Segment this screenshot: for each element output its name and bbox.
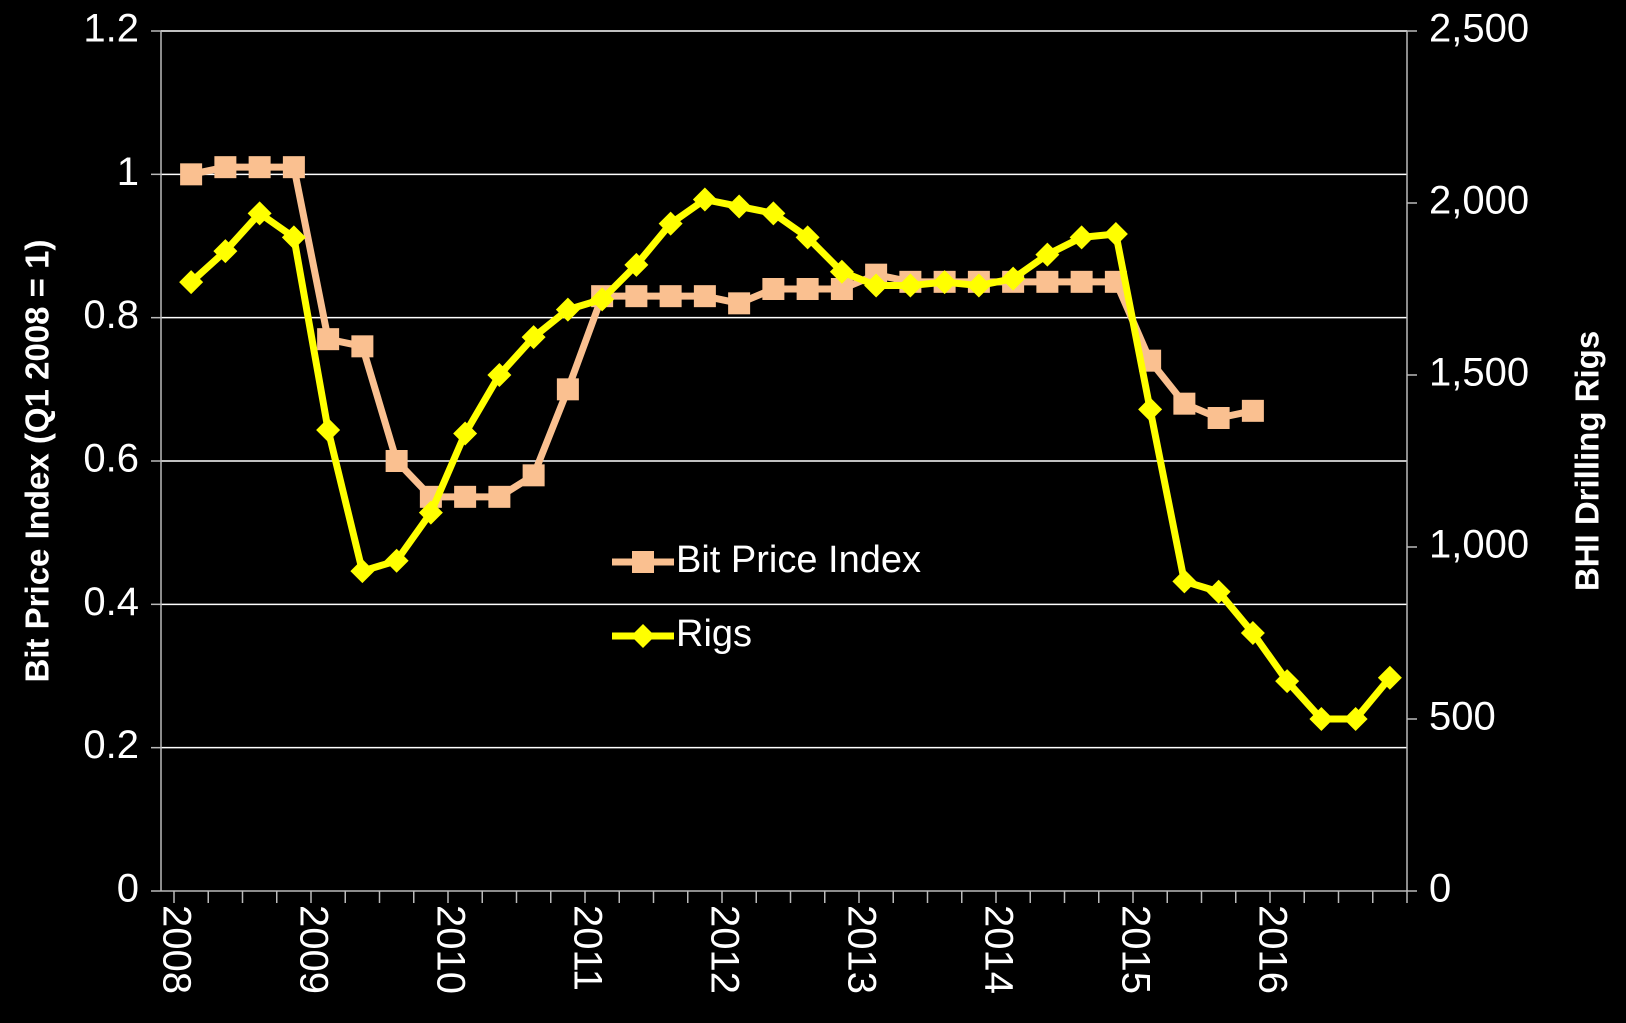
- data-point: [1138, 397, 1163, 422]
- y2-tick-label: 2,500: [1429, 7, 1529, 51]
- y-tick-label: 0.4: [83, 580, 139, 624]
- data-point: [1172, 569, 1197, 594]
- data-point: [248, 156, 271, 179]
- y-tick-label: 0: [117, 867, 139, 911]
- data-point: [282, 156, 305, 179]
- data-point: [317, 328, 340, 351]
- data-point: [624, 252, 649, 277]
- data-point: [1103, 221, 1128, 246]
- data-point: [1241, 399, 1264, 422]
- data-point: [453, 421, 478, 446]
- y-tick-label: 0.6: [83, 437, 139, 481]
- legend-swatch-marker: [631, 624, 655, 648]
- data-point: [1377, 665, 1402, 690]
- data-point: [1343, 707, 1368, 731]
- data-point: [1207, 407, 1230, 429]
- data-point: [213, 239, 238, 264]
- data-point: [692, 187, 717, 212]
- data-point: [762, 278, 785, 300]
- data-point: [864, 273, 889, 298]
- y2-tick-label: 2,000: [1429, 179, 1529, 223]
- data-point: [418, 500, 443, 525]
- data-point: [1069, 225, 1094, 250]
- data-point: [1070, 270, 1093, 293]
- y-tick-label: 0.8: [83, 293, 139, 337]
- data-point: [214, 156, 237, 179]
- data-point: [1206, 579, 1231, 604]
- data-point: [966, 273, 991, 298]
- x-tick-label: 2012: [702, 905, 746, 994]
- y-axis-title: Bit Price Index (Q1 2008 = 1): [19, 240, 56, 683]
- data-point: [180, 163, 203, 186]
- data-point: [898, 273, 923, 298]
- data-point: [556, 378, 579, 401]
- x-tick-label: 2010: [428, 905, 472, 994]
- data-point: [796, 278, 819, 300]
- data-point: [487, 363, 512, 387]
- data-point: [658, 211, 683, 236]
- data-point: [522, 464, 545, 487]
- data-point: [555, 297, 580, 322]
- x-tick-label: 2008: [154, 905, 198, 994]
- y2-tick-label: 1,500: [1429, 351, 1529, 395]
- data-point: [1309, 707, 1334, 731]
- data-point: [521, 325, 546, 350]
- y2-tick-label: 1,000: [1429, 523, 1529, 567]
- y2-tick-label: 0: [1429, 867, 1451, 911]
- x-tick-label: 2015: [1113, 905, 1157, 994]
- data-point: [384, 548, 409, 573]
- data-point: [1036, 270, 1059, 293]
- x-tick-label: 2016: [1250, 905, 1294, 994]
- data-point: [316, 418, 341, 443]
- data-point: [350, 559, 375, 584]
- data-point: [247, 201, 272, 226]
- data-point: [932, 270, 957, 295]
- data-point: [1035, 242, 1060, 267]
- legend-label: Rigs: [676, 613, 752, 655]
- x-tick-label: 2013: [839, 905, 883, 994]
- legend-swatch-marker: [632, 551, 654, 573]
- x-tick-label: 2009: [291, 905, 335, 994]
- data-point: [727, 194, 752, 219]
- data-point: [829, 259, 854, 284]
- data-point: [1173, 392, 1196, 415]
- data-point: [659, 285, 682, 308]
- y-tick-label: 1: [117, 150, 139, 194]
- data-point: [830, 278, 853, 300]
- x-tick-label: 2014: [976, 905, 1020, 994]
- data-point: [590, 287, 615, 312]
- data-point: [281, 225, 306, 250]
- y2-tick-label: 500: [1429, 695, 1496, 739]
- data-point: [693, 285, 716, 308]
- data-point: [488, 485, 511, 508]
- y-tick-label: 1.2: [83, 7, 139, 51]
- y2-axis-title: BHI Drilling Rigs: [1569, 331, 1606, 591]
- data-point: [454, 485, 477, 508]
- data-point: [728, 292, 751, 315]
- data-point: [1275, 669, 1300, 694]
- data-point: [385, 450, 408, 472]
- data-point: [625, 285, 648, 308]
- data-point: [795, 225, 820, 250]
- data-point: [1001, 266, 1026, 291]
- data-point: [761, 201, 786, 226]
- data-point: [179, 270, 204, 295]
- data-point: [351, 335, 374, 358]
- y-tick-label: 0.2: [83, 723, 139, 767]
- data-point: [1240, 621, 1265, 645]
- legend-label: Bit Price Index: [676, 539, 921, 581]
- x-tick-label: 2011: [565, 905, 609, 991]
